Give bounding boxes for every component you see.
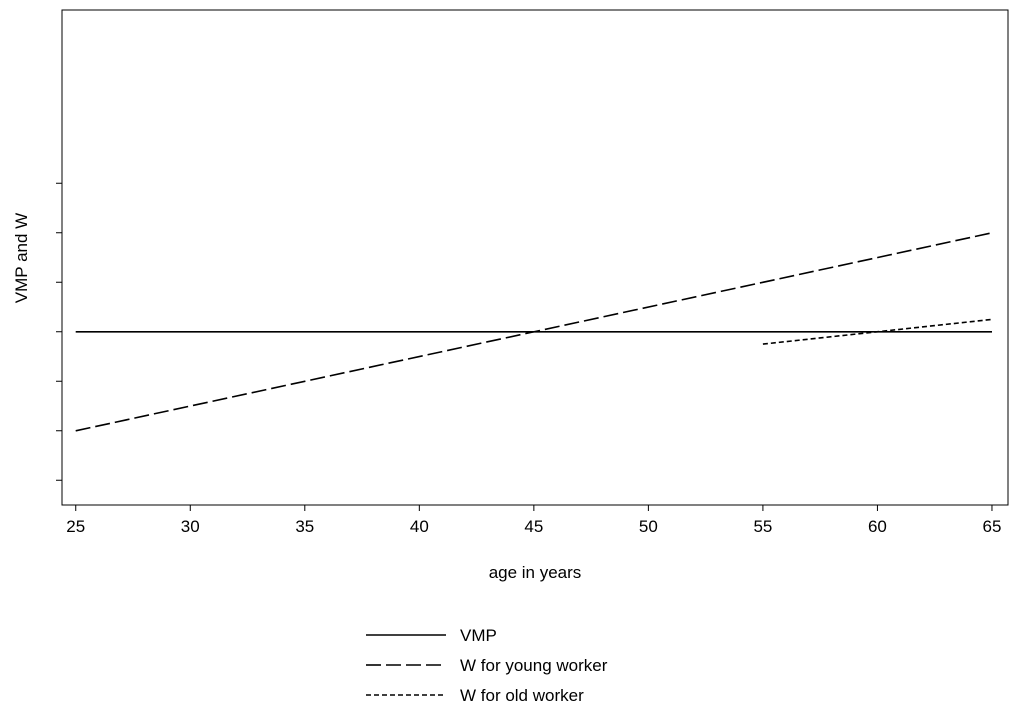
- legend-label-1: W for young worker: [460, 656, 608, 675]
- legend-label-2: W for old worker: [460, 686, 584, 705]
- series-line-1: [75, 232, 993, 432]
- x-axis-ticks: 25 30 35 40 45 50 55 60 65: [66, 505, 1001, 536]
- x-tick-label-2: 35: [295, 517, 314, 536]
- x-tick-label-3: 40: [410, 517, 429, 536]
- x-tick-label-0: 25: [66, 517, 85, 536]
- y-axis-label: VMP and W: [12, 213, 31, 303]
- x-tick-label-1: 30: [181, 517, 200, 536]
- x-tick-label-8: 65: [983, 517, 1002, 536]
- y-axis-ticks: [56, 182, 62, 481]
- series-lines: [75, 232, 993, 432]
- plot-frame: [61, 9, 1009, 506]
- x-tick-label-6: 55: [753, 517, 772, 536]
- x-axis-label: age in years: [489, 563, 582, 582]
- x-tick-label-5: 50: [639, 517, 658, 536]
- legend: VMP W for young worker W for old worker: [366, 626, 608, 705]
- x-tick-label-4: 45: [524, 517, 543, 536]
- series-line-2: [762, 318, 993, 345]
- legend-label-0: VMP: [460, 626, 497, 645]
- x-tick-label-7: 60: [868, 517, 887, 536]
